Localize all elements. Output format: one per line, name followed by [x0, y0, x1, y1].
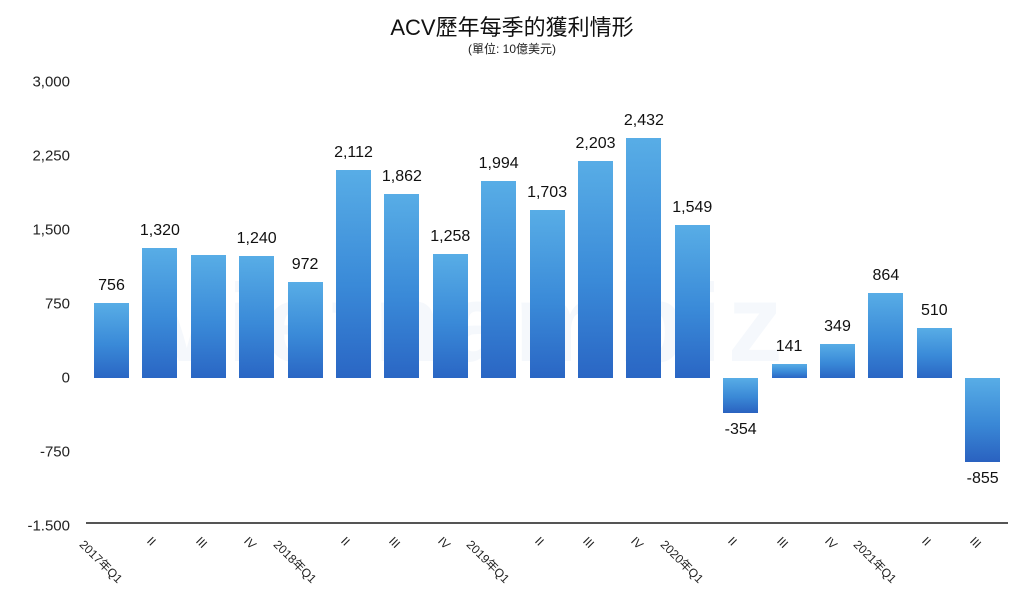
bar: [916, 327, 952, 378]
bar: [965, 378, 1001, 463]
bar: [578, 160, 613, 378]
bar: [771, 364, 807, 378]
bar-value-label: 864: [872, 266, 900, 284]
x-tick-label: II: [918, 534, 934, 549]
y-tick-label: 2,250: [32, 147, 70, 165]
bar: [481, 181, 517, 378]
bar-value-label: 1,258: [430, 227, 471, 245]
bar-value-label: 510: [920, 301, 948, 319]
bar: [287, 282, 323, 378]
bar: [529, 209, 565, 378]
bar: [384, 194, 420, 378]
x-axis-line: [86, 522, 1008, 524]
x-tick-label: III: [192, 534, 210, 551]
x-tick-label: III: [967, 534, 985, 551]
bar: [239, 255, 275, 378]
x-tick-label: II: [338, 534, 353, 549]
x-tick-label: 2020年Q1: [657, 537, 707, 587]
y-tick-label: -1.500: [27, 517, 70, 535]
bar-value-label: 756: [98, 277, 125, 295]
y-tick-label: 0: [61, 369, 70, 387]
bar: [432, 253, 468, 378]
bar-value-label: 1,240: [236, 229, 277, 247]
bar: [94, 303, 129, 378]
bar-value-label: 141: [775, 338, 803, 356]
x-tick-label: IV: [628, 534, 647, 552]
x-tick-label: IV: [241, 534, 260, 552]
x-tick-label: 2017年Q1: [76, 537, 126, 587]
x-tick-label: IV: [822, 534, 841, 552]
bar-value-label: 1,549: [672, 199, 713, 217]
bar-value-label: 1,862: [381, 168, 422, 186]
y-tick-label: 1,500: [32, 221, 70, 239]
chart-subtitle: (單位: 10億美元): [467, 42, 556, 56]
x-tick-label: 2018年Q1: [270, 537, 319, 587]
y-tick-label: -750: [39, 443, 70, 461]
bar-value-label: 349: [824, 317, 851, 335]
x-tick-label: III: [386, 534, 404, 551]
x-tick-label: III: [773, 534, 791, 551]
bar: [336, 169, 371, 378]
bar-value-label: -354: [724, 420, 757, 438]
bar-value-label: 972: [291, 256, 319, 274]
bar-value-label: 1,994: [478, 155, 519, 173]
y-tick-label: 3,000: [32, 73, 70, 91]
chart-title: ACV歷年每季的獲利情形: [390, 15, 634, 40]
x-tick-label: 2021年Q1: [851, 537, 900, 587]
x-tick-label: II: [144, 534, 160, 549]
y-tick-label: 750: [44, 295, 70, 313]
bar: [820, 343, 855, 378]
bar: [868, 292, 904, 378]
x-tick-label: II: [531, 534, 547, 549]
bar: [674, 225, 710, 378]
x-tick-label: IV: [434, 534, 453, 552]
x-tick-label: III: [580, 534, 598, 551]
bar-value-label: 1,703: [527, 183, 568, 201]
bar-value-label: 2,203: [575, 134, 616, 152]
bar-value-label: -855: [966, 470, 999, 488]
bar: [723, 378, 759, 413]
x-tick-label: 2019年Q1: [463, 537, 513, 587]
bar-value-label: 1,320: [139, 221, 180, 239]
bar: [190, 254, 226, 378]
bar-value-label: 2,432: [623, 112, 664, 130]
x-tick-label: II: [725, 534, 740, 549]
bar: [626, 138, 662, 378]
bar-value-label: 2,112: [334, 143, 373, 161]
bar: [142, 247, 178, 378]
